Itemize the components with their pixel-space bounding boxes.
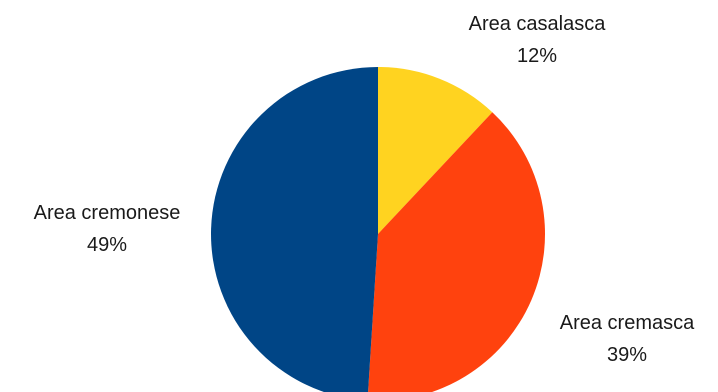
slice-label-cremonese-name: Area cremonese [34,202,181,224]
slice-label-casalasca-name: Area casalasca [469,13,607,35]
pie-slice-casalasca [378,67,493,234]
pie-slice-cremonese [211,67,378,392]
slice-label-cremasca-value: 39% [607,344,647,366]
pie-slice-cremasca [368,112,546,392]
slice-label-cremasca-name: Area cremasca [560,312,695,334]
pie-slices [211,67,546,392]
slice-label-cremonese-value: 49% [87,234,127,256]
slice-label-casalasca-value: 12% [517,45,557,67]
